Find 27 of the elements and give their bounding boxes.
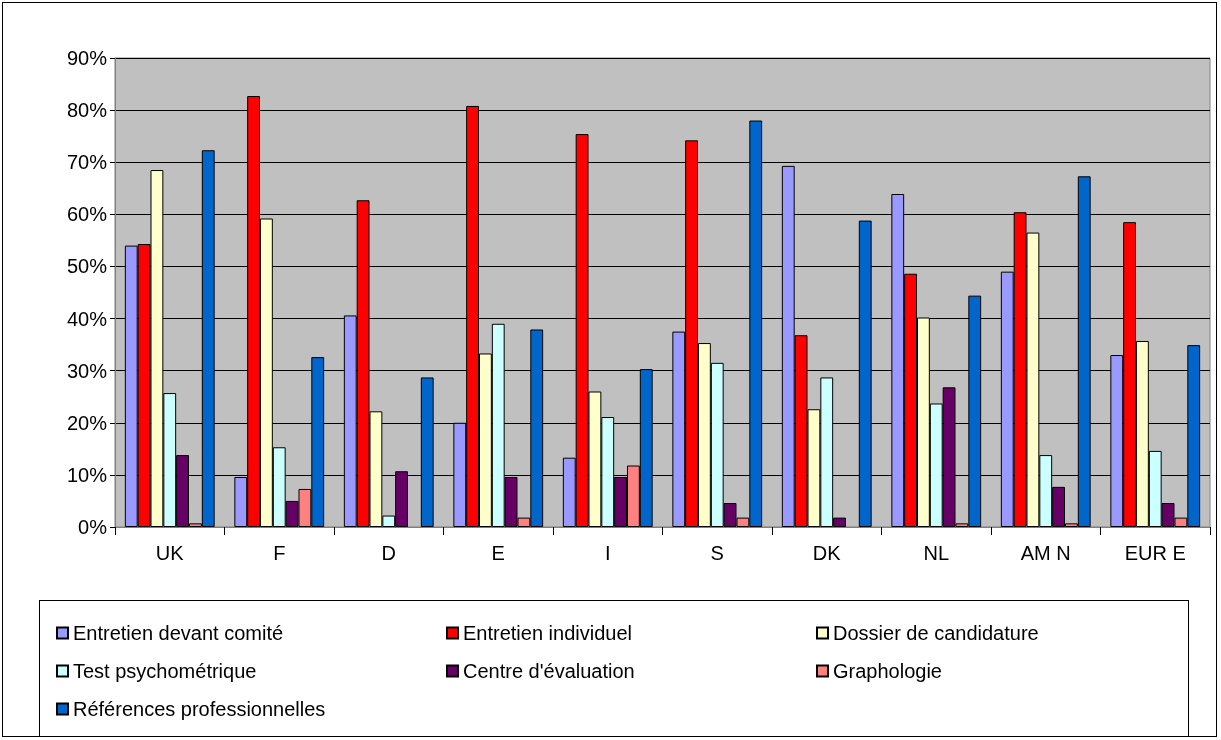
x-tick-label: E: [491, 542, 505, 564]
x-tick-label: D: [381, 542, 396, 564]
x-tick-label: AM N: [1020, 542, 1071, 564]
x-tick-label: NL: [923, 542, 950, 564]
legend-label: Test psychométrique: [73, 660, 257, 682]
y-tick-label: 60%: [66, 203, 108, 226]
y-tick-label: 70%: [66, 151, 108, 174]
legend-label: Centre d'évaluation: [463, 660, 635, 682]
y-tick-label: 80%: [66, 99, 108, 122]
x-tick-label: S: [710, 542, 724, 564]
x-tick-label: I: [604, 542, 611, 564]
y-tick-label: 10%: [66, 463, 108, 486]
y-tick-label: 20%: [66, 411, 108, 434]
y-tick-label: 30%: [66, 359, 108, 382]
legend-label: Références professionnelles: [73, 698, 326, 720]
x-tick-label: UK: [155, 542, 185, 564]
x-tick-label: EUR E: [1124, 542, 1186, 564]
y-tick-label: 50%: [66, 255, 108, 278]
legend-label: Entretien individuel: [463, 622, 632, 644]
legend-label: Dossier de candidature: [833, 622, 1039, 644]
y-tick-label: 90%: [66, 47, 108, 69]
y-tick-label: 0%: [78, 516, 108, 538]
x-tick-label: DK: [812, 542, 842, 564]
y-tick-label: 40%: [66, 307, 108, 330]
legend-label: Entretien devant comité: [73, 622, 284, 644]
legend-label: Graphologie: [833, 660, 942, 682]
x-tick-label: F: [273, 542, 286, 564]
